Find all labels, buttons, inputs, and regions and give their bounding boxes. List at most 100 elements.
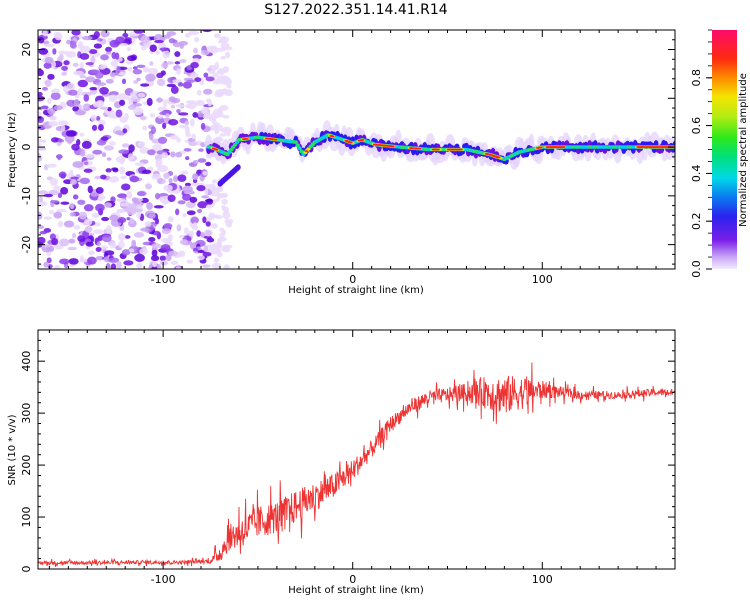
noise-blob <box>148 81 155 86</box>
noise-blob <box>203 245 209 253</box>
ridge-core <box>297 146 302 151</box>
noise-blob <box>200 122 206 130</box>
x-tick-label: -100 <box>151 273 176 286</box>
noise-blob <box>150 126 157 135</box>
noise-blob <box>205 98 212 103</box>
noise-blob <box>131 197 139 203</box>
noise-blob <box>170 260 179 266</box>
noise-blob <box>85 76 96 83</box>
noise-blob <box>38 153 42 162</box>
noise-blob <box>108 257 120 263</box>
noise-blob <box>63 85 69 93</box>
noise-blob <box>77 199 86 205</box>
noise-blob <box>61 72 67 76</box>
noise-blob <box>141 169 152 175</box>
noise-blob <box>140 45 147 51</box>
noise-blob <box>69 212 76 217</box>
noise-blob <box>179 239 189 245</box>
noise-blob <box>57 154 62 161</box>
noise-blob <box>155 50 160 55</box>
noise-blob <box>177 200 186 205</box>
noise-blob <box>79 177 91 185</box>
noise-blob <box>192 173 199 181</box>
noise-blob <box>83 204 94 212</box>
noise-blob <box>168 118 179 126</box>
noise-blob <box>156 178 166 185</box>
noise-blob <box>201 264 211 268</box>
noise-blob <box>205 221 211 227</box>
noise-blob <box>72 161 84 168</box>
x-tick-label: 100 <box>532 273 553 286</box>
noise-blob <box>129 218 135 225</box>
noise-blob <box>107 106 112 112</box>
noise-blob <box>92 149 103 155</box>
noise-blob <box>175 208 180 216</box>
noise-blob <box>216 251 223 258</box>
noise-blob <box>203 72 209 78</box>
noise-blob <box>48 120 58 127</box>
noise-blob <box>155 158 163 166</box>
noise-blob <box>98 124 104 131</box>
noise-blob <box>97 197 103 202</box>
noise-blob <box>71 233 77 239</box>
noise-blob <box>127 55 137 62</box>
noise-blob <box>72 194 79 200</box>
noise-blob <box>166 61 174 65</box>
noise-blob <box>44 43 55 48</box>
spectrogram-y-label: Frequency (Hz) <box>7 112 18 188</box>
noise-blob <box>63 60 70 66</box>
noise-blob <box>108 91 119 96</box>
noise-blob <box>176 68 181 76</box>
noise-blob <box>136 77 141 82</box>
colorbar-tick-label: 0.6 <box>690 117 703 135</box>
noise-blob <box>42 30 48 37</box>
y-tick-label: 100 <box>20 507 33 528</box>
snr-axes: -100 0 100 0 100 200 300 400 <box>20 329 676 586</box>
noise-blob <box>136 210 141 219</box>
noise-blob <box>210 214 220 218</box>
noise-blob <box>142 125 148 131</box>
noise-blob <box>65 130 77 137</box>
noise-blob <box>38 138 44 143</box>
noise-blob <box>91 124 98 131</box>
noise-blob <box>86 256 97 265</box>
noise-blob <box>79 132 85 137</box>
noise-blob <box>190 72 199 79</box>
noise-blob <box>182 212 187 218</box>
ridge-branch <box>235 164 241 171</box>
ridge-peak <box>304 150 309 153</box>
noise-blob <box>218 185 224 193</box>
noise-blob <box>59 238 70 247</box>
noise-blob <box>38 146 47 151</box>
ridge-peak <box>496 156 501 159</box>
noise-blob <box>53 105 63 111</box>
ridge-peak <box>245 137 249 140</box>
noise-blob <box>126 47 132 52</box>
noise-blob <box>163 222 173 229</box>
noise-blob <box>198 148 204 152</box>
noise-blob <box>162 122 167 129</box>
noise-blob <box>126 217 131 221</box>
noise-blob <box>156 78 166 87</box>
noise-blob <box>210 124 219 130</box>
noise-blob <box>197 255 205 261</box>
noise-blob <box>90 56 96 65</box>
noise-blob <box>60 201 70 205</box>
noise-blob <box>105 168 112 173</box>
noise-blob <box>153 33 163 43</box>
colorbar-label: Normalized spectral amplitude <box>738 73 749 227</box>
noise-blob <box>105 78 114 84</box>
noise-blob <box>122 128 128 134</box>
noise-blob <box>210 223 219 229</box>
noise-blob <box>136 262 143 269</box>
noise-blob <box>174 51 181 57</box>
noise-blob <box>60 124 66 132</box>
noise-blob <box>202 170 208 176</box>
noise-blob <box>100 106 109 110</box>
noise-blob <box>132 208 143 213</box>
noise-blob <box>179 59 187 63</box>
noise-blob <box>177 250 186 257</box>
noise-blob <box>84 218 93 226</box>
noise-blob <box>69 202 75 210</box>
noise-blob <box>149 61 154 66</box>
